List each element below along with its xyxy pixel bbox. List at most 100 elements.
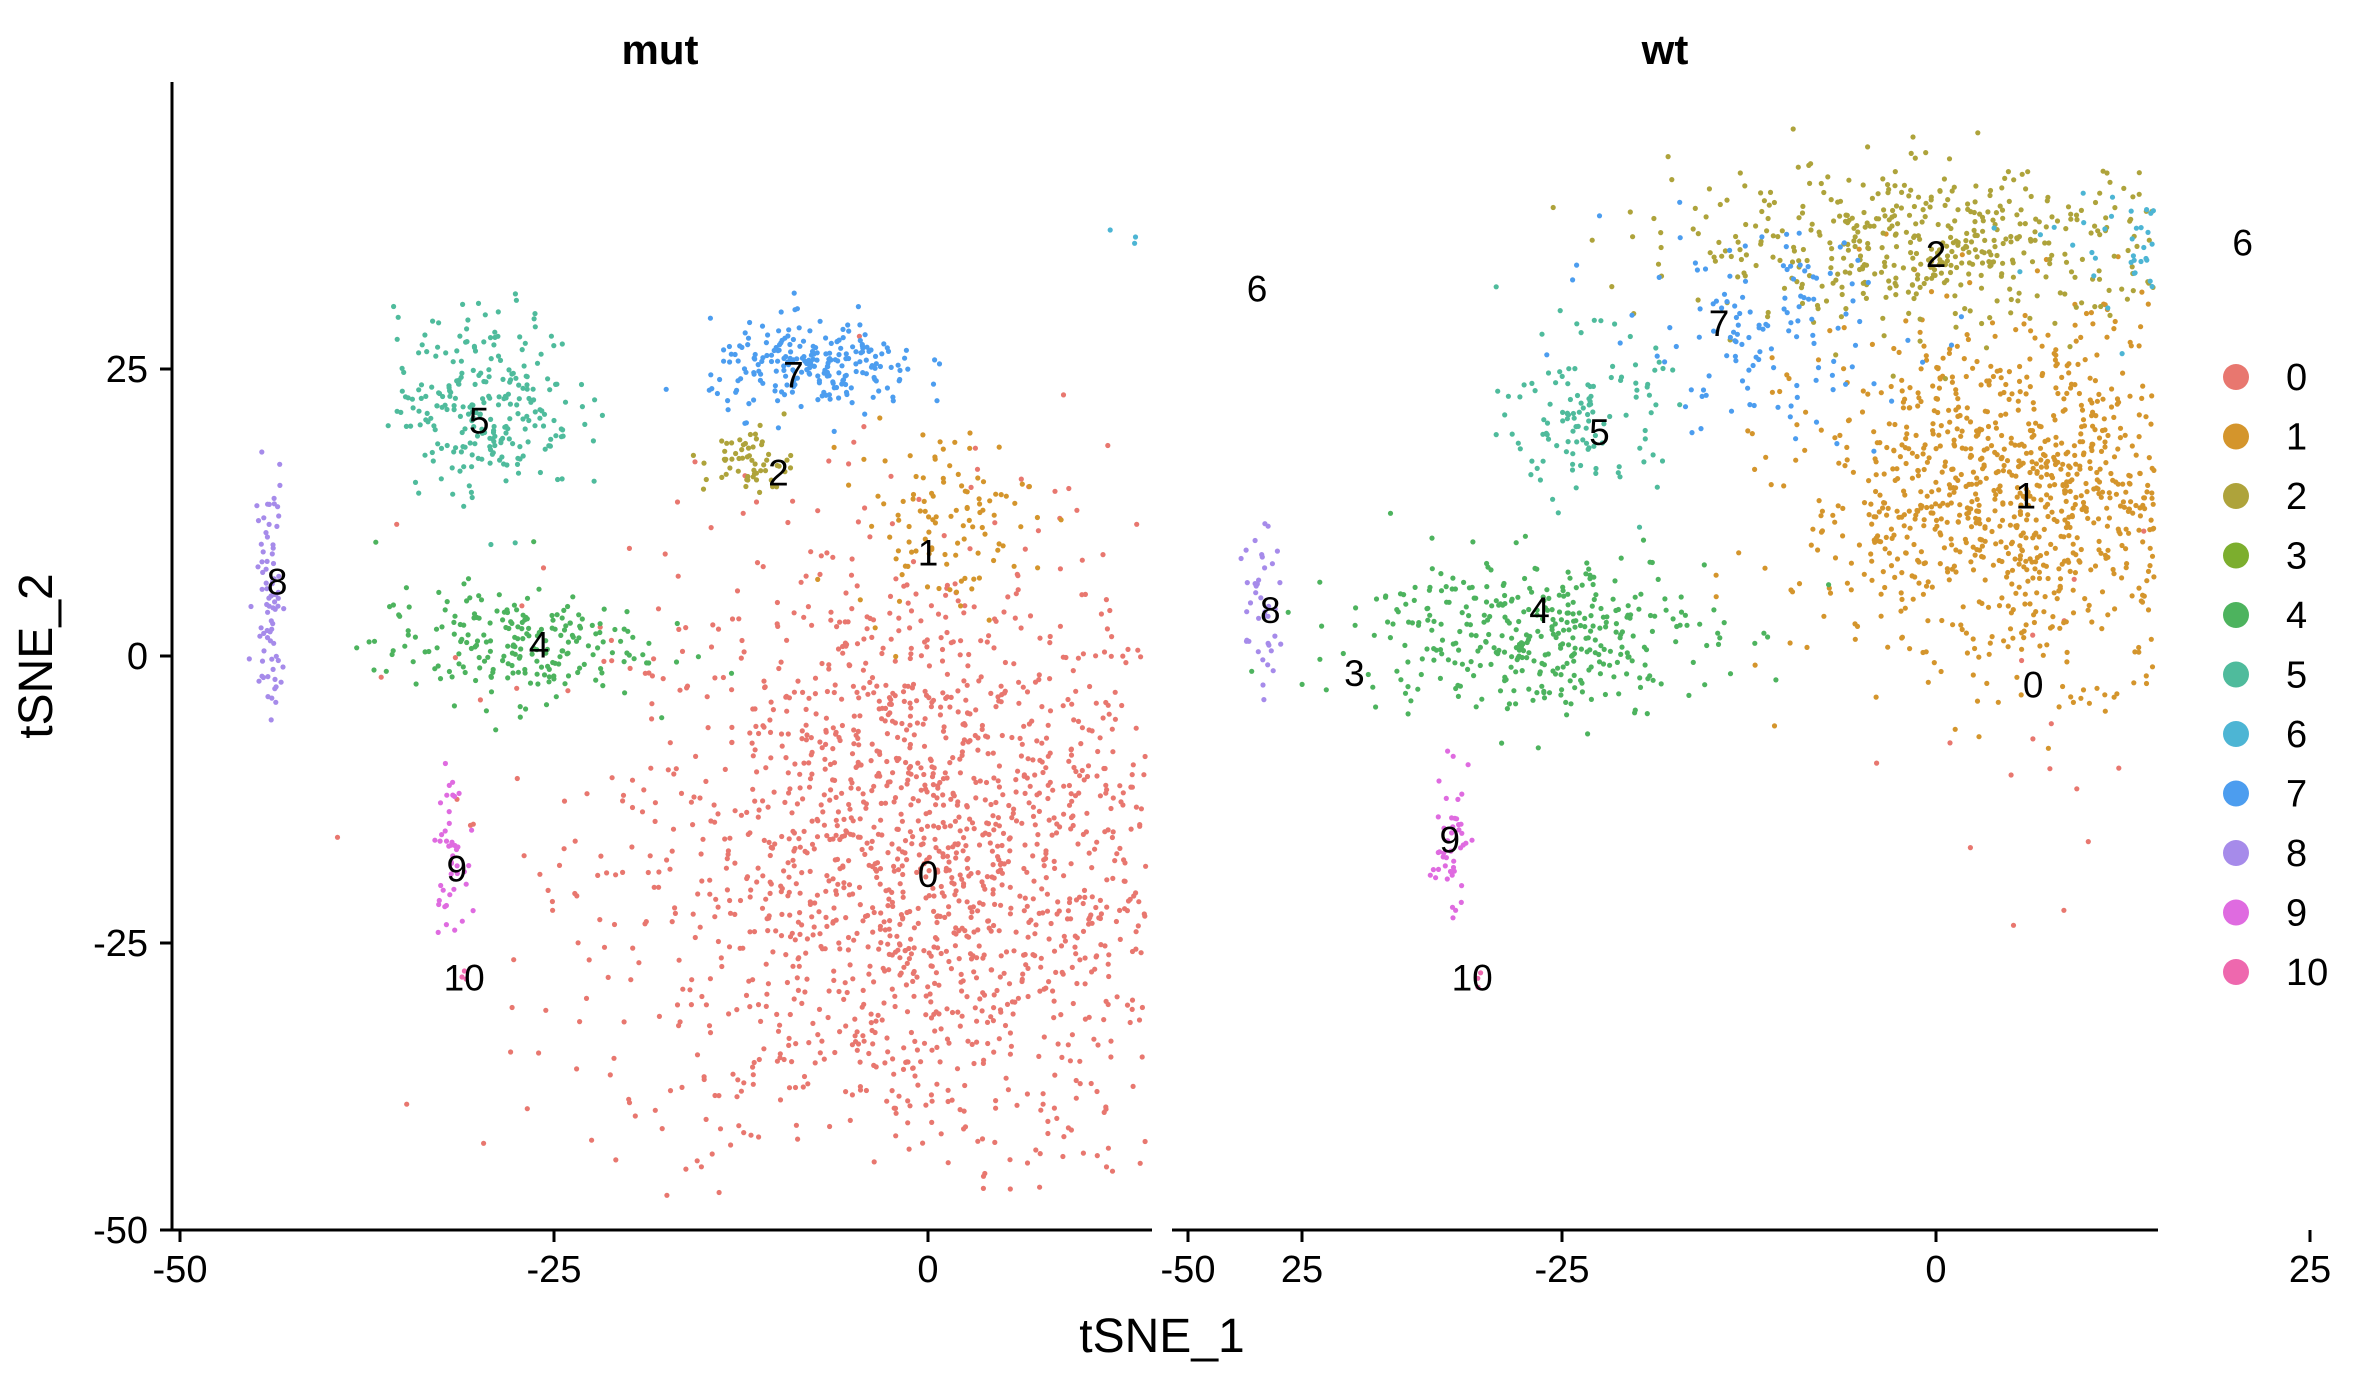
point-cluster-2 bbox=[1952, 218, 1958, 224]
point-cluster-0 bbox=[971, 826, 977, 832]
point-cluster-7 bbox=[1850, 298, 1856, 304]
point-cluster-7 bbox=[1889, 398, 1895, 404]
point-cluster-4 bbox=[1597, 671, 1603, 677]
point-cluster-1 bbox=[1951, 489, 1957, 495]
point-cluster-0 bbox=[676, 626, 682, 633]
point-cluster-0 bbox=[778, 883, 784, 889]
point-cluster-0 bbox=[943, 868, 949, 874]
point-cluster-1 bbox=[1911, 541, 1917, 548]
point-cluster-0 bbox=[923, 874, 929, 880]
cluster-label-9: 9 bbox=[447, 848, 468, 889]
point-cluster-0 bbox=[608, 637, 615, 644]
point-cluster-1 bbox=[1915, 403, 1921, 409]
point-cluster-1 bbox=[2124, 561, 2130, 567]
point-cluster-0 bbox=[690, 822, 696, 828]
point-cluster-2 bbox=[2130, 288, 2136, 294]
point-cluster-0 bbox=[914, 1047, 921, 1053]
point-cluster-1 bbox=[2017, 553, 2024, 559]
point-cluster-1 bbox=[2033, 420, 2039, 426]
point-cluster-4 bbox=[390, 602, 396, 608]
point-cluster-7 bbox=[791, 290, 797, 296]
point-cluster-0 bbox=[897, 881, 903, 887]
point-cluster-0 bbox=[964, 899, 970, 905]
point-cluster-0 bbox=[826, 878, 832, 884]
point-cluster-0 bbox=[659, 1126, 665, 1132]
point-cluster-4 bbox=[534, 658, 540, 664]
point-cluster-1 bbox=[2115, 446, 2121, 452]
scatter-points-wt bbox=[1238, 126, 2157, 990]
point-cluster-0 bbox=[949, 1097, 955, 1103]
point-cluster-7 bbox=[1831, 358, 1837, 364]
point-cluster-7 bbox=[1813, 275, 1820, 281]
point-cluster-0 bbox=[989, 848, 996, 854]
point-cluster-2 bbox=[1865, 144, 1871, 150]
point-cluster-5 bbox=[417, 422, 423, 428]
point-cluster-7 bbox=[864, 344, 870, 350]
point-cluster-0 bbox=[835, 881, 841, 887]
point-cluster-7 bbox=[1784, 266, 1790, 273]
point-cluster-0 bbox=[601, 658, 607, 665]
point-cluster-4 bbox=[1471, 673, 1477, 679]
point-cluster-1 bbox=[2005, 550, 2011, 557]
point-cluster-0 bbox=[1074, 980, 1080, 987]
point-cluster-0 bbox=[717, 1126, 724, 1132]
point-cluster-1 bbox=[1999, 517, 2006, 523]
point-cluster-0 bbox=[1061, 783, 1067, 789]
point-cluster-4 bbox=[1697, 621, 1703, 627]
point-cluster-0 bbox=[1075, 655, 1081, 661]
point-cluster-9 bbox=[439, 832, 445, 838]
point-cluster-0 bbox=[994, 987, 1000, 994]
point-cluster-1 bbox=[1802, 447, 1808, 453]
point-cluster-0 bbox=[956, 814, 962, 820]
point-cluster-4 bbox=[1518, 640, 1524, 646]
point-cluster-1 bbox=[1762, 565, 1768, 571]
point-cluster-7 bbox=[728, 351, 734, 357]
point-cluster-0 bbox=[924, 789, 930, 795]
point-cluster-0 bbox=[951, 930, 957, 936]
point-cluster-8 bbox=[275, 504, 281, 510]
point-cluster-0 bbox=[836, 988, 842, 995]
point-cluster-2 bbox=[1765, 314, 1771, 320]
point-cluster-4 bbox=[1508, 664, 1514, 670]
point-cluster-2 bbox=[1917, 284, 1923, 290]
point-cluster-8 bbox=[1272, 633, 1278, 639]
point-cluster-8 bbox=[260, 674, 266, 681]
point-cluster-0 bbox=[964, 865, 971, 871]
cluster-label-6: 6 bbox=[2232, 223, 2253, 264]
point-cluster-4 bbox=[695, 654, 702, 660]
point-cluster-7 bbox=[1796, 230, 1802, 236]
point-cluster-0 bbox=[2071, 576, 2077, 582]
point-cluster-5 bbox=[457, 413, 463, 419]
point-cluster-1 bbox=[815, 576, 821, 583]
point-cluster-4 bbox=[461, 581, 467, 587]
point-cluster-1 bbox=[2055, 451, 2061, 457]
point-cluster-1 bbox=[2096, 491, 2102, 497]
point-cluster-0 bbox=[887, 710, 893, 716]
point-cluster-0 bbox=[952, 581, 958, 587]
point-cluster-7 bbox=[772, 388, 778, 394]
point-cluster-1 bbox=[1993, 492, 1999, 498]
point-cluster-0 bbox=[690, 911, 696, 917]
point-cluster-2 bbox=[1743, 221, 1749, 228]
point-cluster-1 bbox=[2112, 606, 2118, 612]
point-cluster-4 bbox=[1564, 619, 1570, 626]
point-cluster-1 bbox=[947, 587, 953, 593]
point-cluster-1 bbox=[1974, 358, 1980, 365]
point-cluster-1 bbox=[1832, 435, 1838, 441]
point-cluster-2 bbox=[1771, 199, 1777, 206]
point-cluster-0 bbox=[851, 439, 857, 445]
point-cluster-4 bbox=[585, 643, 592, 649]
point-cluster-0 bbox=[1079, 557, 1085, 563]
point-cluster-1 bbox=[2001, 462, 2007, 469]
point-cluster-4 bbox=[477, 665, 483, 671]
point-cluster-7 bbox=[1733, 339, 1739, 345]
point-cluster-5 bbox=[1544, 420, 1551, 426]
point-cluster-2 bbox=[1918, 261, 1924, 267]
point-cluster-1 bbox=[1921, 523, 1927, 529]
point-cluster-1 bbox=[2026, 421, 2032, 427]
point-cluster-9 bbox=[448, 871, 454, 877]
point-cluster-9 bbox=[1435, 814, 1441, 820]
point-cluster-1 bbox=[1970, 636, 1976, 642]
point-cluster-6 bbox=[1132, 234, 1139, 240]
point-cluster-1 bbox=[987, 498, 993, 504]
